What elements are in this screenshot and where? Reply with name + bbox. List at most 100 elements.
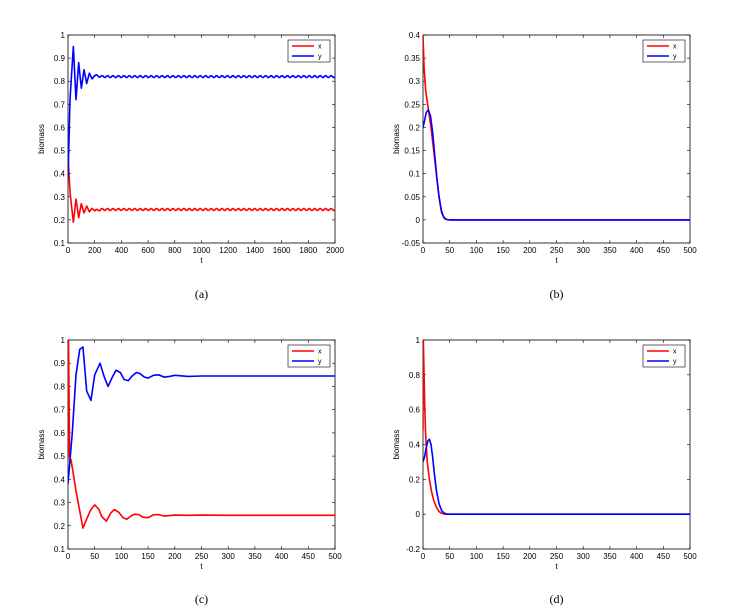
y-tick-label: 0.4 (409, 441, 421, 450)
chart-panel-a: 0 200 400 600 800 1000 1200 1400 1600 1800 2000 0.1… (37, 31, 344, 301)
x-tick-label: 50 (445, 552, 454, 561)
y-tick-label: 0.1 (54, 239, 66, 248)
legend: xy (287, 39, 331, 63)
x-axis-label: t (200, 562, 203, 571)
series-line-x (68, 340, 335, 529)
y-tick-label: 0.3 (409, 77, 421, 86)
y-tick-label: 0.7 (54, 406, 66, 415)
legend: xy (287, 344, 331, 368)
x-axis-label: t (555, 562, 558, 571)
legend-label-x: x (673, 349, 677, 356)
y-tick-label: 0.1 (54, 545, 66, 554)
x-tick-label: 600 (141, 246, 155, 255)
x-tick-label: 300 (222, 552, 236, 561)
x-tick-label: 300 (577, 552, 591, 561)
legend-box (287, 344, 331, 368)
y-tick-label: 0.2 (54, 522, 66, 531)
y-tick-label: 0.8 (54, 77, 66, 86)
y-tick-label: 0.2 (54, 216, 66, 225)
x-tick-label: 250 (550, 246, 564, 255)
plot-area (67, 339, 336, 550)
x-tick-label: 350 (603, 246, 617, 255)
x-tick-label: 0 (66, 552, 71, 561)
x-tick-label: 150 (496, 552, 510, 561)
x-tick-label: 500 (683, 246, 697, 255)
x-tick-label: 400 (630, 246, 644, 255)
y-tick-label: -0.2 (406, 545, 420, 554)
y-tick-label: 0.2 (409, 475, 421, 484)
x-tick-label: 150 (496, 246, 510, 255)
panel-caption: (b) (550, 287, 564, 301)
x-tick-label: 250 (550, 552, 564, 561)
y-tick-label: 0.9 (54, 359, 66, 368)
x-tick-label: 200 (168, 552, 182, 561)
x-tick-label: 50 (445, 246, 454, 255)
legend-label-y: y (673, 359, 677, 366)
y-tick-label: 0 (416, 510, 421, 519)
legend-box (287, 39, 331, 63)
x-tick-label: 400 (115, 246, 129, 255)
legend-box (642, 344, 686, 368)
y-tick-label: 1 (61, 31, 66, 40)
y-tick-label: 0.4 (54, 170, 66, 179)
series-group (423, 340, 690, 515)
y-tick-label: 0.6 (54, 429, 66, 438)
series-group (68, 340, 335, 529)
y-tick-label: 0.6 (54, 123, 66, 132)
y-tick-label: 0.4 (54, 475, 66, 484)
x-tick-label: 1800 (299, 246, 317, 255)
series-group (423, 35, 690, 221)
plot-area (67, 34, 336, 244)
y-tick-label: 0.5 (54, 452, 66, 461)
legend: xy (642, 39, 686, 63)
y-tick-label: 0.6 (409, 406, 421, 415)
y-tick-label: 0.5 (54, 147, 66, 156)
y-tick-label: 0.9 (54, 54, 66, 63)
series-group (68, 45, 335, 223)
plot-area (422, 34, 691, 244)
y-axis-label: biomass (37, 430, 46, 460)
x-tick-label: 1400 (246, 246, 264, 255)
y-tick-label: 0 (416, 216, 421, 225)
chart-panel-b: 0 50 100 150 200 250 300 350 400 450 500-0.0500.05… (392, 31, 697, 301)
x-tick-label: 100 (115, 552, 129, 561)
x-tick-label: 250 (195, 552, 209, 561)
legend-box (642, 39, 686, 63)
legend: xy (642, 344, 686, 368)
y-tick-label: 0.25 (404, 100, 420, 109)
x-tick-label: 350 (603, 552, 617, 561)
x-tick-label: 400 (275, 552, 289, 561)
x-tick-label: 100 (470, 246, 484, 255)
chart-panel-d: 0 50 100 150 200 250 300 350 400 450 500-0.200.20.… (392, 336, 697, 606)
legend-label-y: y (318, 359, 322, 366)
x-tick-label: 450 (657, 246, 671, 255)
x-tick-label: 350 (248, 552, 262, 561)
y-tick-label: 0.4 (409, 31, 421, 40)
y-tick-label: 0.3 (54, 193, 66, 202)
legend-label-y: y (673, 54, 677, 61)
panel-caption: (c) (195, 592, 208, 606)
series-line-y (68, 346, 335, 485)
y-tick-label: 0.3 (54, 499, 66, 508)
x-tick-label: 100 (470, 552, 484, 561)
series-line-y (423, 438, 690, 515)
x-tick-label: 200 (523, 552, 537, 561)
y-tick-label: 0.05 (404, 193, 420, 202)
x-tick-label: 450 (302, 552, 316, 561)
x-tick-label: 300 (577, 246, 591, 255)
y-tick-label: 0.2 (409, 123, 421, 132)
legend-label-x: x (318, 44, 322, 51)
y-tick-label: 0.15 (404, 147, 420, 156)
x-axis-label: t (555, 256, 558, 265)
series-line-y (68, 45, 335, 179)
legend-label-y: y (318, 54, 322, 61)
x-tick-label: 500 (683, 552, 697, 561)
x-tick-label: 150 (141, 552, 155, 561)
x-tick-label: 800 (168, 246, 182, 255)
y-axis-label: biomass (392, 430, 401, 460)
chart-panel-c: 0 50 100 150 200 250 300 350 400 450 500 0.1 0.2 0.3 0… (37, 336, 342, 606)
x-tick-label: 2000 (326, 246, 344, 255)
y-axis-label: biomass (37, 124, 46, 154)
x-tick-label: 0 (66, 246, 71, 255)
x-tick-label: 200 (88, 246, 102, 255)
